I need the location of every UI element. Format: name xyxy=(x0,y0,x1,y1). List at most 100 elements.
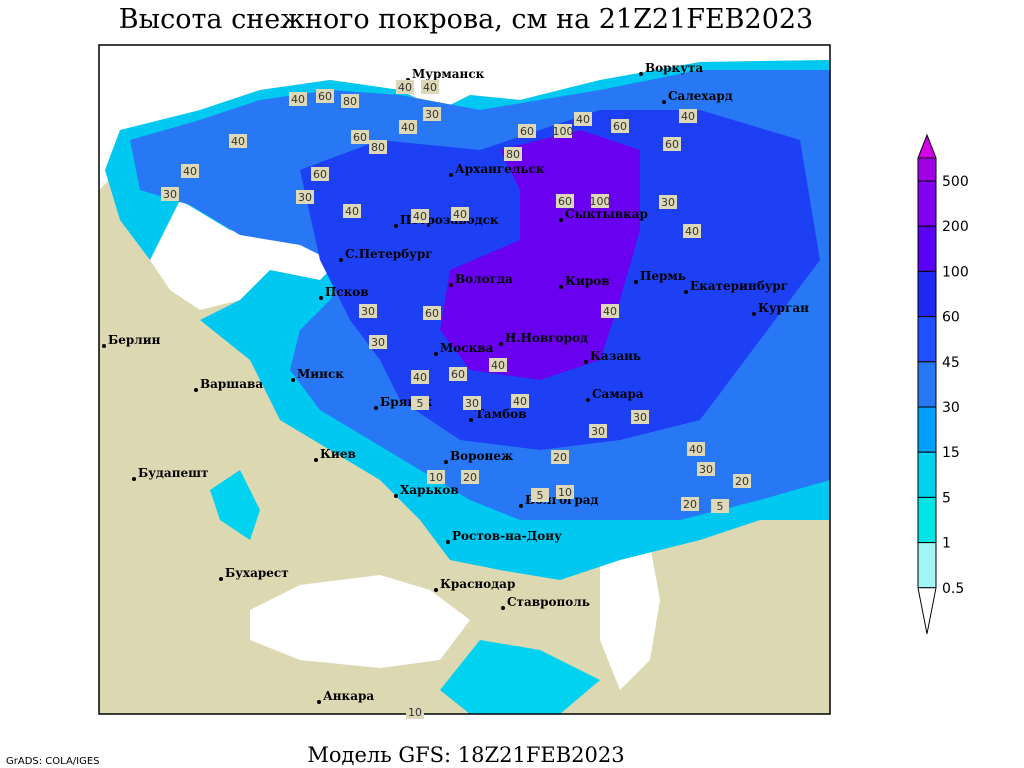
contour-label: 30 xyxy=(699,463,713,476)
city-dot xyxy=(501,606,505,610)
city-dot xyxy=(194,388,198,392)
contour-label-box xyxy=(687,442,705,456)
city-dot xyxy=(519,504,523,508)
cities: Мурманск ВоркутаСалехардАрхангельскПетроз… xyxy=(102,61,809,704)
contour-label-box xyxy=(411,209,429,223)
city-dot xyxy=(132,477,136,481)
city-dot xyxy=(319,296,323,300)
city-label: Бухарест xyxy=(225,566,289,580)
city-label: Будапешт xyxy=(138,466,208,480)
contour-label: 30 xyxy=(425,108,439,121)
city-label: Вологда xyxy=(455,272,513,286)
city-label: Казань xyxy=(590,349,641,363)
city-dot xyxy=(434,352,438,356)
colorbar-box xyxy=(917,496,937,544)
contour-label: 40 xyxy=(689,443,703,456)
title: Высота снежного покрова, см на 21Z21FEB2… xyxy=(119,4,813,35)
caspian-sea xyxy=(600,545,660,690)
contour-label-box xyxy=(711,499,729,513)
city-dot xyxy=(449,173,453,177)
contour-label: 40 xyxy=(398,81,412,94)
city-label: Пермь xyxy=(640,269,686,283)
contour-label: 30 xyxy=(371,336,385,349)
colorbar-box xyxy=(917,451,937,498)
snow-mountains xyxy=(210,470,600,714)
city-label: Москва xyxy=(440,341,494,355)
contour-label: 60 xyxy=(425,307,439,320)
colorbar-label: 45 xyxy=(942,355,960,371)
contour-label-box xyxy=(489,358,507,372)
city-label: Харьков xyxy=(400,483,459,497)
contour-label-box xyxy=(556,194,574,208)
city-label: Ставрополь xyxy=(507,595,590,609)
contour-label-box xyxy=(411,396,429,410)
contour-label: 40 xyxy=(183,165,197,178)
contour-label: 30 xyxy=(465,397,479,410)
contour-label: 80 xyxy=(506,148,520,161)
contour-label: 60 xyxy=(613,120,627,133)
city-label: Салехард xyxy=(668,89,733,103)
contour-label: 100 xyxy=(553,125,574,138)
city-label: С.Петербург xyxy=(345,247,433,261)
contour-label-box xyxy=(341,94,359,108)
contour-label-box xyxy=(518,124,536,138)
city-dot xyxy=(434,588,438,592)
contour-label: 60 xyxy=(520,125,534,138)
contour-label-box xyxy=(359,304,377,318)
city-dot xyxy=(662,100,666,104)
contour-label-box xyxy=(427,470,445,484)
contour-label: 5 xyxy=(717,500,724,513)
contour-label-box xyxy=(296,190,314,204)
contour-label-box xyxy=(504,147,522,161)
colorbar-label: 15 xyxy=(942,445,960,461)
contour-label: 40 xyxy=(401,121,415,134)
contour-label: 40 xyxy=(513,395,527,408)
city-dot xyxy=(339,258,343,262)
contour-label: 80 xyxy=(343,95,357,108)
contour-label: 10 xyxy=(429,471,443,484)
contour-label-box xyxy=(531,488,549,502)
city-label: Екатеринбург xyxy=(690,279,788,293)
contour-label: 40 xyxy=(345,205,359,218)
contour-label-box xyxy=(679,109,697,123)
contour-label: 60 xyxy=(665,138,679,151)
contour-label-box xyxy=(351,130,369,144)
contour-label: 30 xyxy=(298,191,312,204)
colorbar-top xyxy=(917,133,937,159)
contour-label-box xyxy=(574,112,592,126)
contour-label-box xyxy=(289,92,307,106)
colorbar-box xyxy=(917,270,937,318)
city-label: Сыктывкар xyxy=(565,207,648,221)
city-dot xyxy=(291,378,295,382)
contour-label-box xyxy=(663,137,681,151)
city-dot xyxy=(317,700,321,704)
colorbar-box xyxy=(917,316,937,363)
contour-label-box xyxy=(229,134,247,148)
contour-label-box xyxy=(554,124,572,138)
colorbar-label: 60 xyxy=(942,310,960,326)
colorbar-label: 200 xyxy=(942,219,969,235)
map xyxy=(98,44,831,715)
contour-label-box xyxy=(421,80,439,94)
contour-label: 40 xyxy=(491,359,505,372)
city-dot xyxy=(684,290,688,294)
contour-label-box xyxy=(369,335,387,349)
city-dot xyxy=(559,285,563,289)
model-caption: Модель GFS: 18Z21FEB2023 xyxy=(307,743,624,767)
contour-label-box xyxy=(311,167,329,181)
colorbar-box xyxy=(917,361,937,408)
contour-label-box xyxy=(316,89,334,103)
city-dot xyxy=(586,398,590,402)
contour-label-box xyxy=(181,164,199,178)
city-label: Воронеж xyxy=(450,449,513,463)
contour-label-box xyxy=(461,470,479,484)
contour-label-box xyxy=(463,396,481,410)
colorbar-label: 30 xyxy=(942,400,960,416)
city-label: Варшава xyxy=(200,377,263,391)
contour-label: 40 xyxy=(576,113,590,126)
city-dot xyxy=(634,280,638,284)
contour-label-box xyxy=(697,462,715,476)
city-dot xyxy=(639,72,643,76)
city-label: Н.Новгород xyxy=(505,331,588,345)
